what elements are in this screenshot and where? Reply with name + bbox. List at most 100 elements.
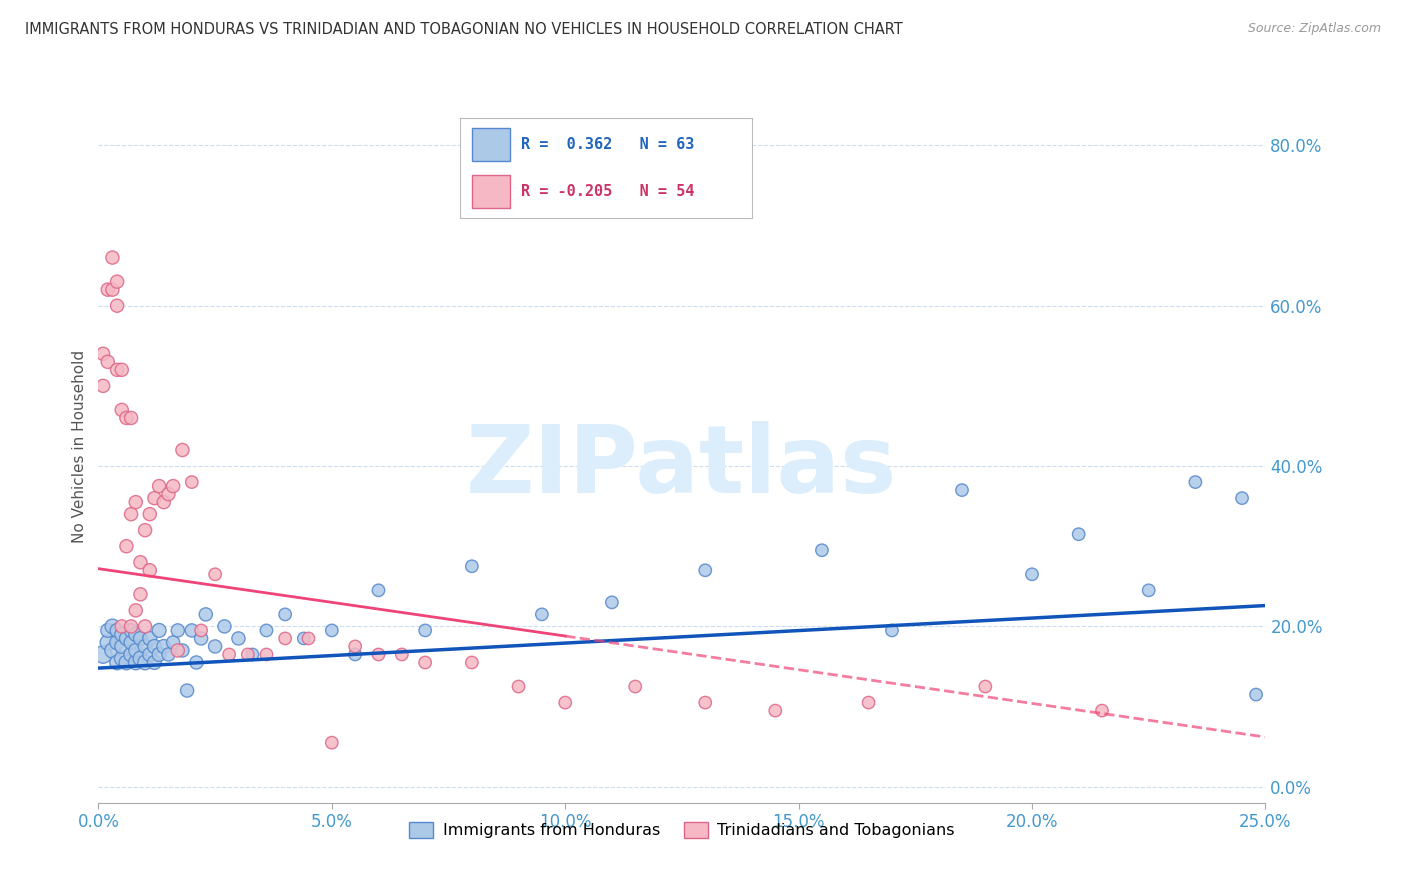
Point: [157, 648, 180, 662]
Point: [530, 607, 553, 622]
Point: [120, 619, 142, 633]
Point: [274, 632, 297, 646]
Point: [120, 624, 142, 638]
Point: [600, 595, 623, 609]
Point: [1137, 583, 1160, 598]
Text: ZIPatlas: ZIPatlas: [467, 421, 897, 514]
Point: [148, 479, 170, 493]
Point: [236, 648, 259, 662]
Point: [190, 624, 212, 638]
Point: [152, 495, 174, 509]
Point: [139, 648, 162, 662]
Point: [139, 507, 162, 521]
Point: [508, 680, 530, 694]
Point: [101, 643, 124, 657]
Point: [242, 648, 264, 662]
Point: [695, 563, 717, 577]
Point: [391, 648, 413, 662]
Point: [105, 635, 128, 649]
Point: [367, 583, 389, 598]
Point: [105, 656, 128, 670]
Point: [256, 648, 278, 662]
Point: [105, 624, 128, 638]
Point: [91, 648, 114, 662]
Point: [139, 563, 162, 577]
Point: [190, 632, 212, 646]
Point: [143, 640, 166, 654]
Point: [111, 651, 134, 665]
Point: [129, 632, 152, 646]
Point: [134, 619, 156, 633]
Point: [858, 696, 880, 710]
Point: [974, 680, 997, 694]
Point: [204, 567, 226, 582]
Point: [344, 648, 367, 662]
Point: [1021, 567, 1043, 582]
Point: [129, 555, 152, 569]
Point: [111, 627, 134, 641]
Point: [120, 507, 142, 521]
Point: [344, 640, 367, 654]
Point: [176, 683, 198, 698]
Point: [1230, 491, 1253, 505]
Point: [172, 442, 194, 457]
Point: [125, 643, 148, 657]
Point: [97, 624, 120, 638]
Point: [554, 696, 576, 710]
Point: [166, 643, 188, 657]
Point: [148, 624, 170, 638]
Point: [101, 283, 124, 297]
Point: [157, 487, 180, 501]
Point: [172, 643, 194, 657]
Point: [115, 411, 138, 425]
Point: [218, 648, 240, 662]
Point: [91, 347, 114, 361]
Point: [120, 648, 142, 662]
Text: Source: ZipAtlas.com: Source: ZipAtlas.com: [1247, 22, 1381, 36]
Point: [162, 635, 184, 649]
Point: [624, 680, 647, 694]
Point: [186, 656, 208, 670]
Point: [292, 632, 315, 646]
Point: [695, 696, 717, 710]
Point: [101, 251, 124, 265]
Point: [321, 736, 343, 750]
Point: [129, 651, 152, 665]
Point: [152, 640, 174, 654]
Point: [297, 632, 319, 646]
Point: [180, 624, 202, 638]
Point: [214, 619, 236, 633]
Point: [194, 607, 217, 622]
Point: [950, 483, 973, 497]
Point: [105, 275, 128, 289]
Point: [115, 656, 138, 670]
Point: [228, 632, 250, 646]
Legend: Immigrants from Honduras, Trinidadians and Tobagonians: Immigrants from Honduras, Trinidadians a…: [402, 815, 962, 845]
Point: [180, 475, 202, 489]
Point: [461, 656, 484, 670]
Point: [461, 559, 484, 574]
Point: [125, 495, 148, 509]
Point: [111, 619, 134, 633]
Point: [162, 479, 184, 493]
Point: [134, 523, 156, 537]
Point: [166, 624, 188, 638]
Point: [143, 491, 166, 505]
Point: [274, 607, 297, 622]
Point: [105, 363, 128, 377]
Point: [101, 619, 124, 633]
Point: [204, 640, 226, 654]
Point: [1244, 688, 1267, 702]
Point: [134, 640, 156, 654]
Point: [111, 363, 134, 377]
Point: [143, 656, 166, 670]
Point: [120, 411, 142, 425]
Point: [148, 648, 170, 662]
Point: [367, 648, 389, 662]
Point: [125, 656, 148, 670]
Point: [1091, 704, 1114, 718]
Text: IMMIGRANTS FROM HONDURAS VS TRINIDADIAN AND TOBAGONIAN NO VEHICLES IN HOUSEHOLD : IMMIGRANTS FROM HONDURAS VS TRINIDADIAN …: [25, 22, 903, 37]
Point: [97, 283, 120, 297]
Point: [321, 624, 343, 638]
Point: [125, 627, 148, 641]
